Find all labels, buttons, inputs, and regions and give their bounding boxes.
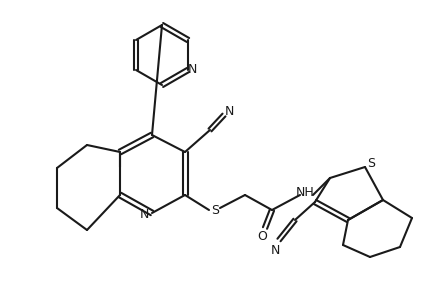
Text: N: N <box>224 105 234 118</box>
Text: O: O <box>257 230 267 244</box>
Text: S: S <box>211 204 219 218</box>
Text: S: S <box>367 156 375 170</box>
Text: N: N <box>187 62 197 76</box>
Text: N: N <box>139 207 149 221</box>
Text: NH: NH <box>295 185 315 199</box>
Text: N: N <box>270 244 280 256</box>
